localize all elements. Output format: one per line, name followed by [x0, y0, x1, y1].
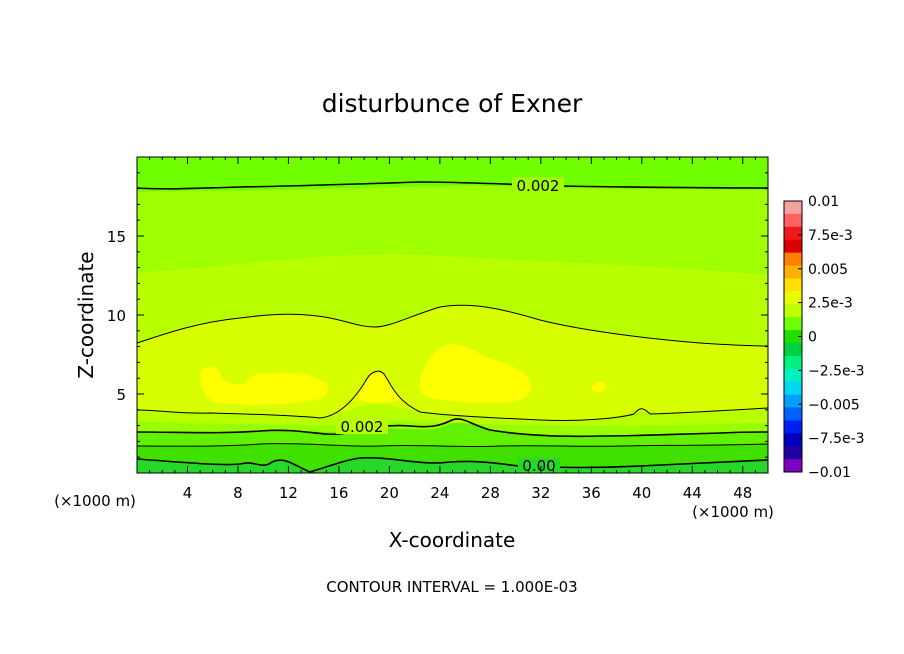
colorbar-swatch — [784, 407, 802, 421]
colorbar-swatch — [784, 213, 802, 228]
contour-line-bottom — [137, 443, 768, 448]
colorbar-label: 0.01 — [808, 194, 839, 210]
colorbar-swatch — [784, 459, 802, 473]
colorbar-swatch — [784, 278, 802, 292]
x-tick-label: 36 — [582, 484, 601, 502]
x-axis-unit: (×1000 m) — [692, 503, 774, 521]
y-axis-unit: (×1000 m) — [54, 492, 136, 510]
y-tick-label: 10 — [107, 307, 126, 325]
field-yellow-patch-3 — [592, 381, 606, 393]
contour-lines — [137, 181, 768, 473]
contour-line-zero — [137, 456, 768, 473]
y-tick-label: 15 — [107, 228, 126, 246]
colorbar-swatch — [784, 239, 802, 254]
colorbar-swatch — [784, 381, 802, 396]
colorbar-swatch — [784, 330, 802, 344]
colorbar-label: 2.5e-3 — [808, 296, 853, 312]
colorbar-swatch — [784, 433, 802, 447]
chart-title: disturbunce of Exner — [322, 89, 583, 118]
colorbar-swatch — [784, 342, 802, 357]
contour-line-peak — [137, 370, 768, 422]
contour-label-bg-3 — [518, 458, 560, 473]
colorbar-swatch — [784, 355, 802, 370]
colorbar-swatch — [784, 252, 802, 267]
contour-line-lower — [137, 418, 768, 438]
field-yellow-patch-1 — [200, 367, 329, 405]
x-tick-label: 40 — [632, 484, 651, 502]
colorbar-label: 0 — [808, 330, 817, 346]
colorbar-swatch — [784, 368, 802, 383]
colorbar-swatch — [784, 201, 802, 215]
x-tick-label: 28 — [481, 484, 500, 502]
contour-label-bg-1 — [512, 177, 564, 193]
x-tick-label: 4 — [183, 484, 193, 502]
colorbar-label: −0.01 — [808, 465, 851, 481]
colorbar-swatch — [784, 291, 802, 305]
x-tick-label: 24 — [430, 484, 449, 502]
x-tick-label: 8 — [233, 484, 243, 502]
x-tick-label: 32 — [531, 484, 550, 502]
colorbar-swatch — [784, 304, 802, 318]
contour-interval-footer: CONTOUR INTERVAL = 1.000E-03 — [326, 578, 577, 596]
contour-line-upper — [137, 181, 768, 190]
contour-line-middle — [137, 304, 768, 347]
x-tick-label: 16 — [329, 484, 348, 502]
colorbar-swatch — [784, 420, 802, 434]
contour-label-bg-2 — [336, 418, 388, 434]
y-axis-ticks: 5 10 15 — [107, 172, 768, 458]
x-tick-label: 48 — [733, 484, 752, 502]
x-axis-ticks: 4 8 12 16 20 24 28 32 36 40 44 48 — [149, 157, 756, 502]
colorbar-swatch — [784, 317, 802, 331]
x-axis-title: X-coordinate — [389, 528, 516, 552]
contour-field — [137, 157, 768, 473]
colorbar-label: −0.005 — [808, 397, 860, 413]
field-peak-yellow — [355, 370, 400, 403]
colorbar-label: 0.005 — [808, 262, 848, 278]
contour-label-2: 0.002 — [341, 418, 384, 436]
y-tick-label: 5 — [116, 386, 126, 404]
colorbar-label: −2.5e-3 — [808, 363, 865, 379]
field-bottom-green-3 — [137, 457, 768, 473]
colorbar-swatch — [784, 226, 802, 241]
x-tick-label: 12 — [279, 484, 298, 502]
colorbar: 0.01 7.5e-3 0.005 2.5e-3 0 −2.5e-3 −0.005 −7.5e… — [783, 194, 865, 481]
x-tick-label: 20 — [380, 484, 399, 502]
colorbar-swatch — [784, 394, 802, 408]
contour-label-1: 0.002 — [517, 177, 560, 195]
colorbar-swatch — [784, 446, 802, 460]
colorbar-swatch — [784, 265, 802, 279]
y-axis-title: Z-coordinate — [74, 251, 98, 378]
field-yellow-patch-2 — [419, 344, 531, 403]
colorbar-label: −7.5e-3 — [808, 431, 865, 447]
colorbar-label: 7.5e-3 — [808, 228, 853, 244]
contour-label-3: 0.00 — [522, 457, 555, 475]
x-tick-label: 44 — [683, 484, 702, 502]
